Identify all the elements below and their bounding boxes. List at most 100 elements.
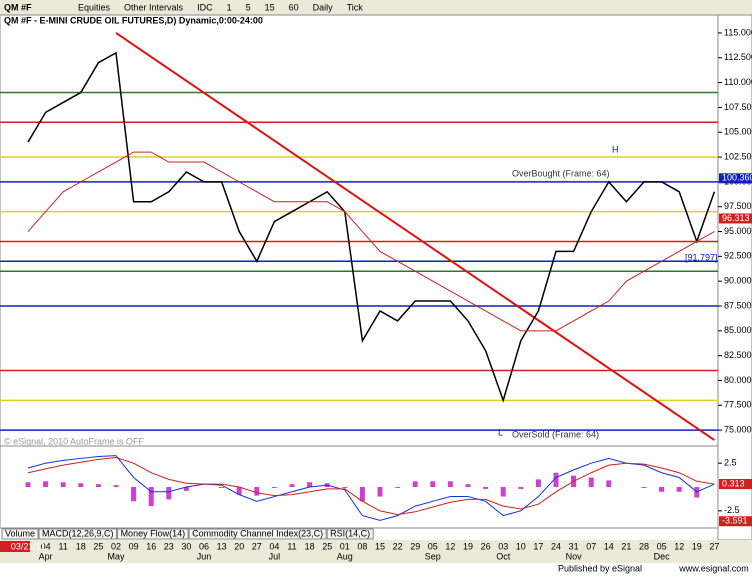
y-tick-label: 77.500 [724, 400, 752, 410]
tab-label[interactable]: RSI(14,C) [330, 528, 370, 538]
histogram-bar [307, 482, 313, 488]
x-tick-label: 06 [199, 541, 209, 551]
x-tick-label: 04 [269, 541, 279, 551]
trendline [115, 32, 715, 441]
tab[interactable] [1, 528, 39, 540]
x-tick-label: 23 [164, 541, 174, 551]
histogram-bar [359, 487, 365, 502]
histogram-bar [606, 480, 612, 488]
histogram-bar [43, 481, 49, 488]
histogram-bar [588, 477, 594, 488]
histogram-bar [166, 487, 172, 500]
histogram-bar [447, 481, 453, 488]
price-label-box [719, 213, 752, 224]
tab-label[interactable]: MACD(12,26,9,C) [42, 528, 114, 538]
histogram-bar [465, 484, 471, 488]
x-tick-label: 03 [498, 541, 508, 551]
toolbar-item[interactable]: Other Intervals [124, 2, 184, 12]
histogram-bar [254, 487, 260, 496]
histogram-bar [377, 487, 383, 497]
histogram-bar [483, 487, 489, 489]
histogram-bar [500, 487, 506, 497]
tab-label[interactable]: Money Flow(14) [121, 528, 186, 538]
toolbar [0, 0, 752, 15]
month-label: Apr [39, 551, 53, 561]
toolbar-item[interactable]: Daily [313, 2, 334, 12]
y-tick-label: 82.500 [724, 350, 752, 360]
price-line [27, 151, 715, 332]
y-tick-label: 2.5 [724, 458, 737, 468]
x-tick-label: 09 [129, 541, 139, 551]
macd-line [27, 456, 715, 516]
toolbar-item[interactable]: 1 [227, 2, 232, 12]
histogram-bar [553, 472, 559, 488]
y-tick-label: 102.500 [724, 151, 752, 161]
annotation: L [498, 427, 503, 437]
histogram-bar [430, 481, 436, 488]
annotation: H [612, 144, 619, 154]
x-tick-label: 11 [287, 541, 296, 551]
toolbar-item[interactable]: IDC [197, 2, 213, 12]
y-tick-label: 80.000 [724, 375, 752, 385]
price-label-box [719, 479, 752, 490]
month-label: May [107, 551, 125, 561]
price-label: 0.313 [722, 478, 745, 488]
x-tick-label: 17 [533, 541, 543, 551]
tab[interactable] [117, 528, 189, 540]
x-tick-label: 18 [76, 541, 86, 551]
tab-label[interactable]: Commodity Channel Index(23,C) [192, 528, 323, 538]
x-tick-label: 02 [111, 541, 121, 551]
x-tick-label: 05 [657, 541, 667, 551]
x-tick-label: 27 [709, 541, 719, 551]
month-label: Jun [197, 551, 212, 561]
symbol[interactable]: QM #F [4, 2, 32, 12]
x-tick-label: 14 [604, 541, 614, 551]
y-tick-label: 110.000 [724, 77, 752, 87]
histogram-bar [60, 482, 66, 488]
histogram-bar [676, 487, 682, 492]
toolbar-item[interactable]: 5 [246, 2, 251, 12]
tab[interactable] [188, 528, 327, 540]
x-tick-label: 20 [234, 541, 244, 551]
x-axis-area [0, 540, 752, 563]
histogram-bar [395, 487, 401, 488]
toolbar-item[interactable]: 15 [265, 2, 275, 12]
y-tick-label: 85.000 [724, 325, 752, 335]
toolbar-item[interactable]: 60 [289, 2, 299, 12]
x-tick-label: 04 [41, 541, 51, 551]
footer [0, 563, 752, 575]
month-label: Dec [654, 551, 671, 561]
x-tick-label: 15 [375, 541, 385, 551]
month-label: Aug [337, 551, 353, 561]
x-tick-label: 12 [445, 541, 455, 551]
x-tick-label: 29 [410, 541, 420, 551]
y-tick-label: 75.000 [724, 424, 752, 434]
price-label-box [719, 173, 752, 184]
x-tick-label: 27 [252, 541, 262, 551]
tab[interactable] [38, 528, 118, 540]
x-tick-label: 22 [393, 541, 403, 551]
x-tick-label: 12 [674, 541, 684, 551]
tab[interactable] [326, 528, 374, 540]
x-tick-label: 08 [357, 541, 367, 551]
histogram-bar [25, 482, 31, 488]
x-tick-label: 24 [551, 541, 561, 551]
histogram-bar [131, 487, 137, 502]
x-tick-label: 16 [146, 541, 156, 551]
histogram-bar [219, 487, 225, 488]
histogram-bar [535, 479, 541, 488]
tab-label[interactable]: Volume [5, 528, 35, 538]
price-label: 96.313 [722, 213, 750, 223]
x-tick-label: 31 [569, 541, 579, 551]
x-tick-label: 18 [305, 541, 315, 551]
toolbar-item[interactable]: Equities [78, 2, 111, 12]
month-label: Oct [496, 551, 511, 561]
x-tick-label: 19 [692, 541, 702, 551]
histogram-bar [113, 485, 119, 488]
annotation: [91.797] [685, 252, 718, 262]
toolbar-item[interactable]: Tick [347, 2, 364, 12]
x-tick-label: 05 [428, 541, 438, 551]
footer-publisher: Published by eSignal [558, 563, 642, 573]
annotation: OverBought (Frame: 64) [512, 168, 610, 178]
